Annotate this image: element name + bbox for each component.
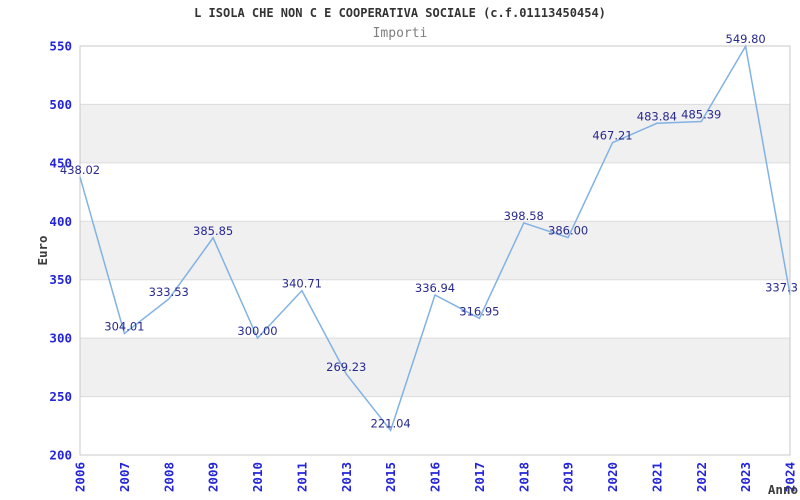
x-tick-label: 2013 [339, 462, 354, 492]
y-tick-label: 450 [49, 155, 72, 170]
x-tick-label: 2019 [561, 462, 576, 492]
x-tick-label: 2007 [117, 462, 132, 492]
data-point-label: 438.02 [60, 163, 100, 177]
y-tick-label: 300 [49, 331, 72, 346]
data-point-label: 485.39 [681, 108, 721, 122]
data-line [79, 44, 791, 432]
x-tick-label: 2024 [783, 462, 798, 492]
chart-subtitle: Importi [372, 26, 428, 41]
data-point-label: 340.71 [282, 277, 322, 291]
x-tick-label: 2011 [294, 462, 309, 492]
data-point-label: 336.94 [415, 281, 455, 295]
x-tick-label: 2015 [383, 462, 398, 492]
data-point-label: 304.01 [104, 319, 144, 333]
y-tick-label: 400 [49, 214, 72, 229]
x-tick-label: 2018 [516, 462, 531, 492]
plot-border [79, 45, 791, 456]
y-tick-label: 250 [49, 389, 72, 404]
x-tick-label: 2017 [472, 462, 487, 492]
y-tick-label: 350 [49, 272, 72, 287]
x-tick-label: 2021 [649, 462, 664, 492]
x-tick-label: 2023 [738, 462, 753, 492]
data-point-label: 549.80 [726, 32, 766, 46]
x-tick-label: 2008 [161, 462, 176, 492]
chart-title: L ISOLA CHE NON C E COOPERATIVA SOCIALE … [194, 6, 606, 20]
data-point-label: 467.21 [592, 129, 632, 143]
data-point-label: 386.00 [548, 224, 588, 238]
x-tick-label: 2010 [250, 462, 265, 492]
data-point-label: 483.84 [637, 109, 677, 123]
data-point-label: 398.58 [504, 209, 544, 223]
plot-band [80, 338, 790, 397]
data-point-label: 221.04 [371, 416, 411, 430]
data-point-label: 316.95 [459, 304, 499, 318]
y-tick-label: 500 [49, 97, 72, 112]
data-point-label: 337.3 [765, 281, 798, 295]
data-point-label: 385.85 [193, 224, 233, 238]
x-tick-label: 2022 [694, 462, 709, 492]
x-tick-label: 2016 [428, 462, 443, 492]
x-tick-label: 2006 [73, 462, 88, 492]
data-point-label: 333.53 [149, 285, 189, 299]
y-tick-label: 550 [49, 39, 72, 54]
y-tick-label: 200 [49, 448, 72, 463]
plot-band [80, 221, 790, 280]
y-axis-title: Euro [35, 235, 50, 265]
plot-band [80, 104, 790, 163]
x-tick-label: 2009 [206, 462, 221, 492]
x-axis-title: Anno [768, 482, 798, 497]
data-point-label: 300.00 [237, 324, 277, 338]
data-point-label: 269.23 [326, 360, 366, 374]
x-tick-label: 2020 [605, 462, 620, 492]
